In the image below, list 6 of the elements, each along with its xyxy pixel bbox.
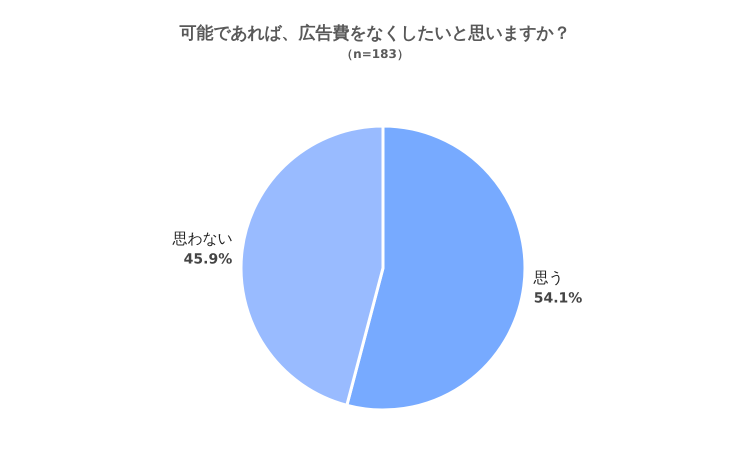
slice-label: 思わない — [171, 229, 232, 248]
chart-subtitle: （n=183） — [341, 47, 409, 61]
data-label: 54.1% — [534, 290, 582, 307]
chart-title: 可能であれば、広告費をなくしたいと思いますか？ — [178, 24, 570, 44]
data-label: 45.9% — [184, 251, 232, 268]
slice-label: 思う — [532, 268, 564, 287]
